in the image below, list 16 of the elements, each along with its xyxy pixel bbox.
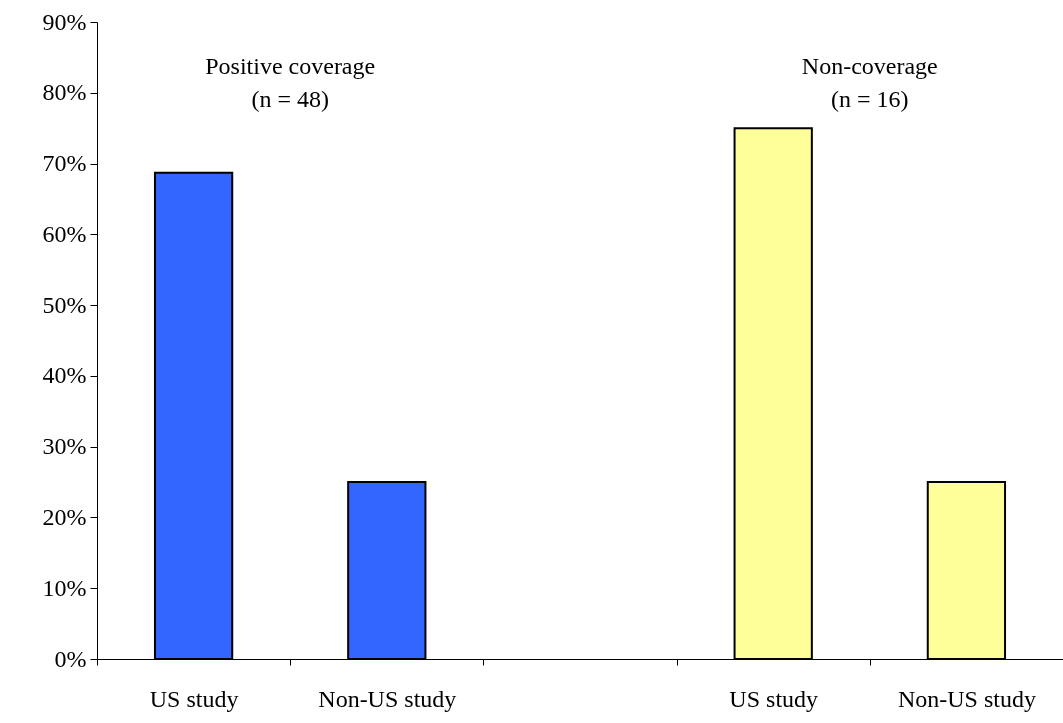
- x-tick-label: Non-US study: [897, 685, 1036, 712]
- y-tick-label: 30%: [42, 433, 87, 460]
- y-tick-label: 80%: [42, 79, 87, 106]
- y-tick-label: 20%: [42, 503, 87, 530]
- y-tick-label: 90%: [42, 8, 87, 35]
- y-tick-label: 60%: [42, 220, 87, 247]
- annotation: Positive coverage (n = 48): [205, 53, 376, 112]
- y-tick-label: 10%: [42, 574, 87, 601]
- x-tick-label: US study: [149, 685, 239, 712]
- y-tick-label: 70%: [42, 150, 87, 177]
- y-tick-label: 0%: [54, 645, 87, 672]
- y-tick-label: 40%: [42, 362, 87, 389]
- x-tick-label: Non-US study: [318, 685, 457, 712]
- annotation: Non-coverage (n = 16): [801, 53, 938, 112]
- x-tick-label: US study: [729, 685, 819, 712]
- y-tick-label: 50%: [42, 291, 87, 318]
